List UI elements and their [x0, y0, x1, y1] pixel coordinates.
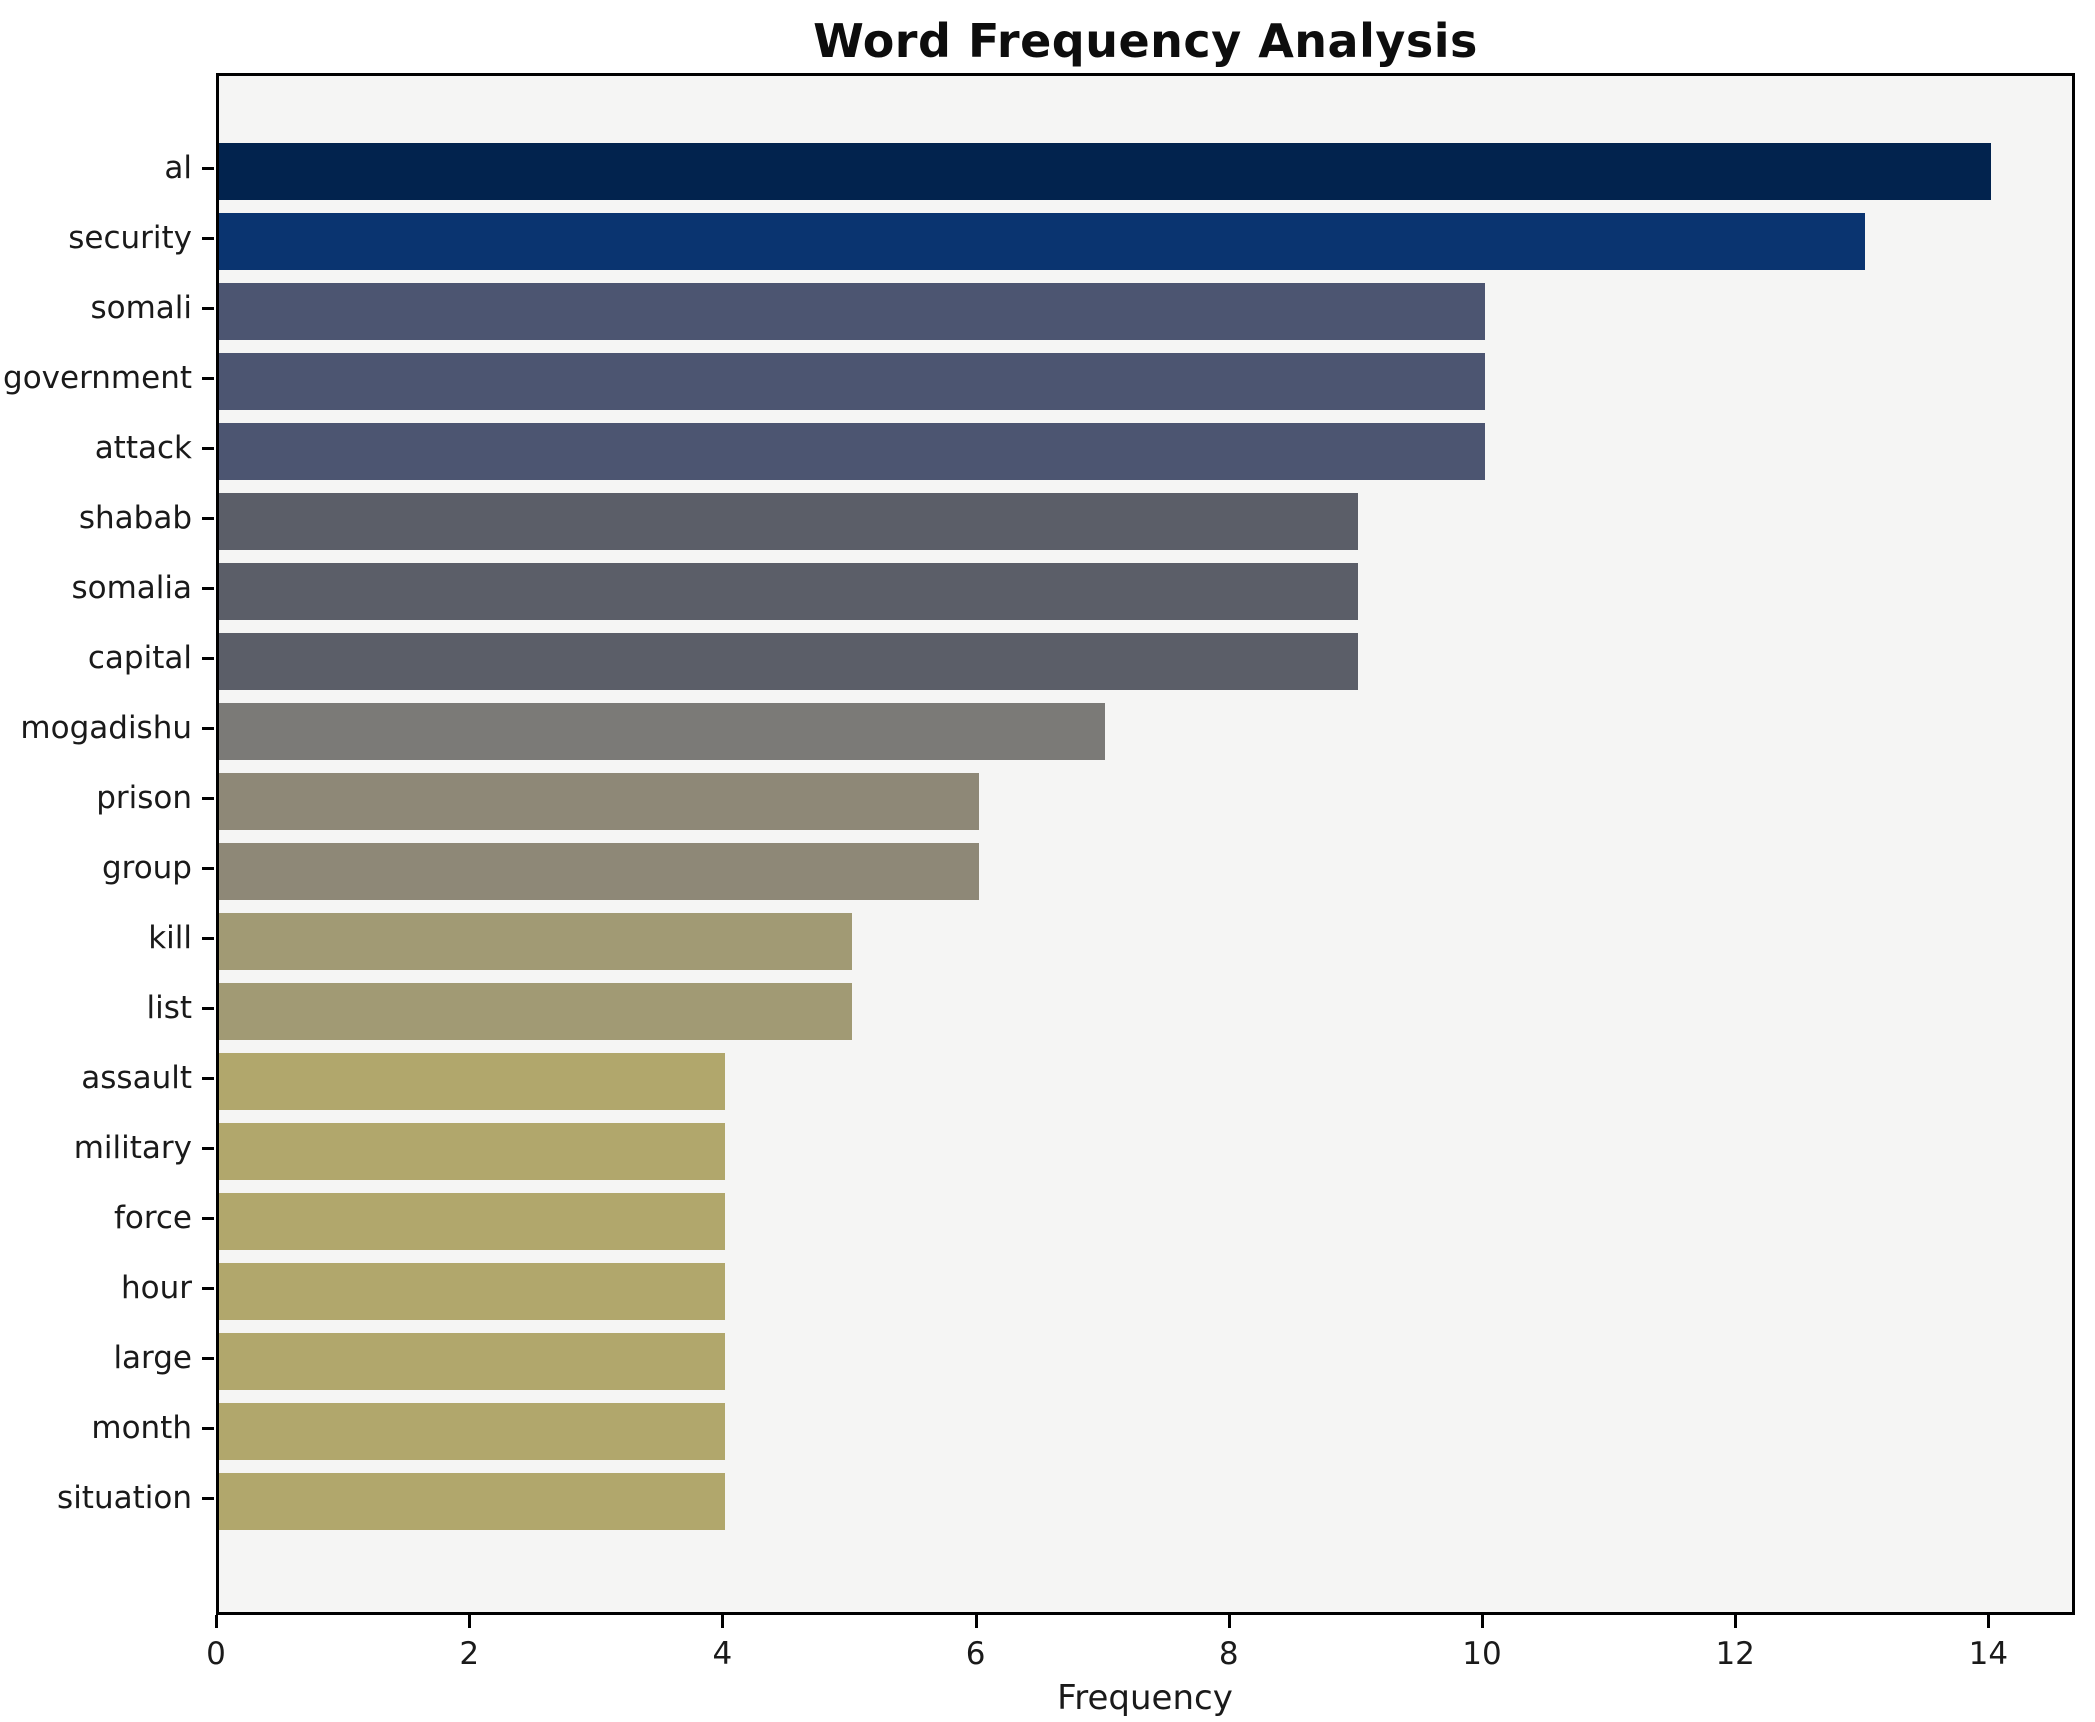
y-tick-label-prison: prison: [96, 780, 192, 816]
bar-hour: [219, 1262, 725, 1320]
y-tick-mark-large: [202, 1357, 214, 1360]
x-tick-label-0: 0: [206, 1636, 226, 1672]
y-tick-mark-mogadishu: [202, 727, 214, 730]
y-tick-mark-assault: [202, 1077, 214, 1080]
y-tick-mark-list: [202, 1007, 214, 1010]
y-tick-label-somali: somali: [90, 290, 192, 326]
y-tick-label-capital: capital: [87, 640, 192, 676]
y-tick-mark-somalia: [202, 587, 214, 590]
y-tick-label-assault: assault: [81, 1060, 192, 1096]
y-tick-mark-attack: [202, 447, 214, 450]
plot-area: [216, 73, 2075, 1615]
bar-assault: [219, 1052, 725, 1110]
x-tick-mark-0: [215, 1615, 218, 1628]
y-tick-mark-military: [202, 1147, 214, 1150]
bar-force: [219, 1192, 725, 1250]
bar-month: [219, 1402, 725, 1460]
y-tick-mark-somali: [202, 307, 214, 310]
bar-somali: [219, 282, 1485, 340]
chart-title: Word Frequency Analysis: [813, 14, 1478, 68]
x-tick-label-2: 2: [459, 1636, 480, 1672]
y-tick-mark-shabab: [202, 517, 214, 520]
y-tick-label-al: al: [164, 150, 192, 186]
x-tick-mark-10: [1481, 1615, 1484, 1628]
y-tick-mark-kill: [202, 937, 214, 940]
y-tick-label-military: military: [73, 1130, 192, 1166]
bar-al: [219, 142, 1991, 200]
bar-government: [219, 352, 1485, 410]
x-tick-label-4: 4: [712, 1636, 733, 1672]
bar-somalia: [219, 562, 1358, 620]
y-tick-mark-prison: [202, 797, 214, 800]
bar-prison: [219, 772, 979, 830]
x-tick-mark-6: [974, 1615, 978, 1628]
x-tick-mark-2: [468, 1615, 472, 1628]
bar-capital: [219, 632, 1358, 690]
y-tick-mark-month: [202, 1427, 214, 1430]
bar-situation: [219, 1472, 725, 1530]
y-tick-label-large: large: [113, 1340, 192, 1376]
y-tick-mark-situation: [202, 1497, 214, 1500]
y-tick-label-mogadishu: mogadishu: [20, 710, 192, 746]
bar-attack: [219, 422, 1485, 480]
y-tick-label-hour: hour: [120, 1270, 192, 1306]
y-tick-mark-government: [202, 377, 214, 380]
y-tick-label-security: security: [68, 220, 192, 256]
x-tick-label-12: 12: [1715, 1636, 1755, 1672]
y-tick-mark-al: [202, 167, 214, 170]
y-tick-label-government: government: [3, 360, 192, 396]
x-tick-mark-14: [1987, 1615, 1991, 1628]
y-tick-label-group: group: [101, 850, 192, 886]
y-tick-mark-hour: [202, 1287, 214, 1290]
bar-security: [219, 212, 1865, 270]
y-tick-mark-group: [202, 867, 214, 870]
x-tick-label-10: 10: [1462, 1636, 1502, 1672]
x-tick-label-6: 6: [965, 1636, 986, 1672]
y-tick-label-situation: situation: [57, 1480, 192, 1516]
bar-list: [219, 982, 852, 1040]
bar-group: [219, 842, 979, 900]
y-tick-mark-security: [202, 237, 214, 240]
x-tick-label-14: 14: [1968, 1636, 2009, 1672]
bar-large: [219, 1332, 725, 1390]
x-tick-mark-8: [1227, 1615, 1231, 1628]
y-tick-label-force: force: [113, 1200, 192, 1236]
y-tick-label-list: list: [146, 990, 192, 1026]
x-tick-mark-4: [721, 1615, 725, 1628]
bar-kill: [219, 912, 852, 970]
y-tick-label-month: month: [91, 1410, 192, 1446]
y-tick-mark-force: [202, 1217, 214, 1220]
bar-shabab: [219, 492, 1358, 550]
bar-mogadishu: [219, 702, 1105, 760]
y-tick-label-attack: attack: [94, 430, 192, 466]
x-tick-label-8: 8: [1218, 1636, 1239, 1672]
bar-military: [219, 1122, 725, 1180]
x-tick-mark-12: [1734, 1615, 1738, 1628]
y-tick-mark-capital: [202, 657, 214, 660]
y-tick-label-shabab: shabab: [78, 500, 192, 536]
y-tick-label-kill: kill: [148, 920, 192, 956]
y-tick-label-somalia: somalia: [71, 570, 192, 606]
x-axis-label: Frequency: [1057, 1678, 1233, 1718]
